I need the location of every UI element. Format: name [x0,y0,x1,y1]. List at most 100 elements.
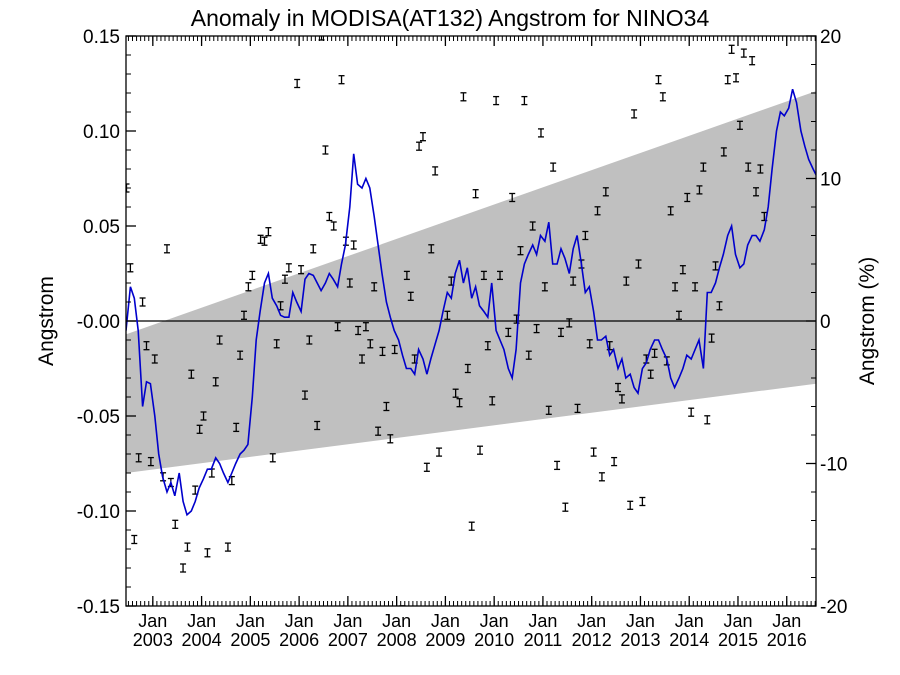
monthly-point [517,246,524,256]
monthly-points-layer [126,36,768,616]
x-tick-year-label: 2011 [524,630,563,650]
monthly-point [330,221,337,231]
y-tick-label: -0.15 [77,597,120,618]
axes-layer: 0.150.100.05-0.00-0.05-0.10-0.1520100-10… [77,27,848,650]
monthly-point [139,297,146,307]
monthly-point [285,263,292,273]
monthly-point [216,335,223,345]
monthly-point [740,48,747,58]
monthly-point [525,350,532,360]
monthly-point [281,274,288,284]
monthly-point [460,92,467,102]
x-tick-year-label: 2009 [425,630,465,650]
monthly-point [212,377,219,387]
monthly-point [533,323,540,334]
monthly-point [371,282,378,292]
monthly-point [679,265,686,275]
monthly-point [716,301,723,311]
y2-tick-label: 0 [820,312,831,333]
monthly-point [391,344,398,355]
x-tick-month-label: Jan [285,611,314,631]
x-tick-year-label: 2004 [182,630,222,650]
x-tick-year-label: 2003 [133,630,173,650]
monthly-point [537,128,544,138]
y2-tick-label: -10 [820,455,847,476]
monthly-point [261,236,268,246]
x-tick-year-label: 2007 [328,630,368,650]
monthly-point [566,318,573,328]
monthly-point [550,162,557,172]
uncertainty-band [126,91,816,473]
smoothed-series-layer [126,88,816,517]
x-tick-month-label: Jan [333,611,362,631]
monthly-point [611,456,618,467]
y-tick-label: 0.05 [83,217,120,238]
monthly-point [631,109,638,119]
monthly-point [131,534,138,545]
monthly-point [472,189,479,199]
monthly-point [493,95,500,106]
monthly-point [375,426,382,436]
monthly-point [477,445,484,455]
monthly-point [135,453,142,463]
x-tick-month-label: Jan [236,611,265,631]
monthly-point [464,363,471,374]
monthly-point [675,310,682,320]
monthly-point [509,192,516,203]
chart-title: Anomaly in MODISA(AT132) Angstrom for NI… [191,5,710,31]
monthly-point [728,44,735,54]
monthly-point [456,398,463,408]
monthly-point [221,608,227,616]
monthly-point [416,141,423,151]
monthly-point [541,282,548,292]
monthly-point [362,322,369,332]
x-tick-month-label: Jan [528,611,557,631]
x-tick-year-label: 2006 [279,630,319,650]
monthly-point [241,310,248,320]
monthly-point [615,382,622,393]
y-tick-label: -0.00 [77,312,120,333]
monthly-point [310,244,317,254]
y-tick-label: -0.10 [77,502,120,523]
monthly-point [700,162,707,172]
x-tick-month-label: Jan [577,611,606,631]
monthly-point [655,75,662,85]
monthly-point [188,369,195,379]
x-tick-month-label: Jan [723,611,752,631]
monthly-point [432,166,439,176]
monthly-point [639,496,646,507]
y-tick-label: 0.10 [83,122,120,143]
monthly-point [233,422,240,433]
monthly-point [301,390,308,400]
monthly-point [147,456,154,467]
x-tick-year-label: 2005 [230,630,270,650]
monthly-point [736,120,743,130]
monthly-point [688,407,695,417]
monthly-point [505,327,512,338]
monthly-point [704,415,711,425]
monthly-point [594,206,601,216]
monthly-point [298,265,305,275]
monthly-point [623,276,630,286]
monthly-point [249,270,256,281]
monthly-point [326,211,333,222]
monthly-point [314,420,321,431]
monthly-point [708,333,715,343]
monthly-point [468,521,475,531]
monthly-point [696,185,703,195]
monthly-point [294,78,301,89]
monthly-point [163,244,170,254]
monthly-point [273,339,280,349]
monthly-point [749,56,756,66]
y-tick-label: -0.05 [77,407,120,428]
y2-axis-label: Angstrom (%) [856,257,879,385]
monthly-point [151,354,158,364]
monthly-point [659,92,666,102]
monthly-point [428,244,435,254]
x-tick-month-label: Jan [772,611,801,631]
monthly-point [602,187,609,197]
x-tick-month-label: Jan [675,611,704,631]
monthly-point [387,434,394,444]
monthly-point [419,132,426,142]
y-tick-label: 0.15 [83,27,120,48]
